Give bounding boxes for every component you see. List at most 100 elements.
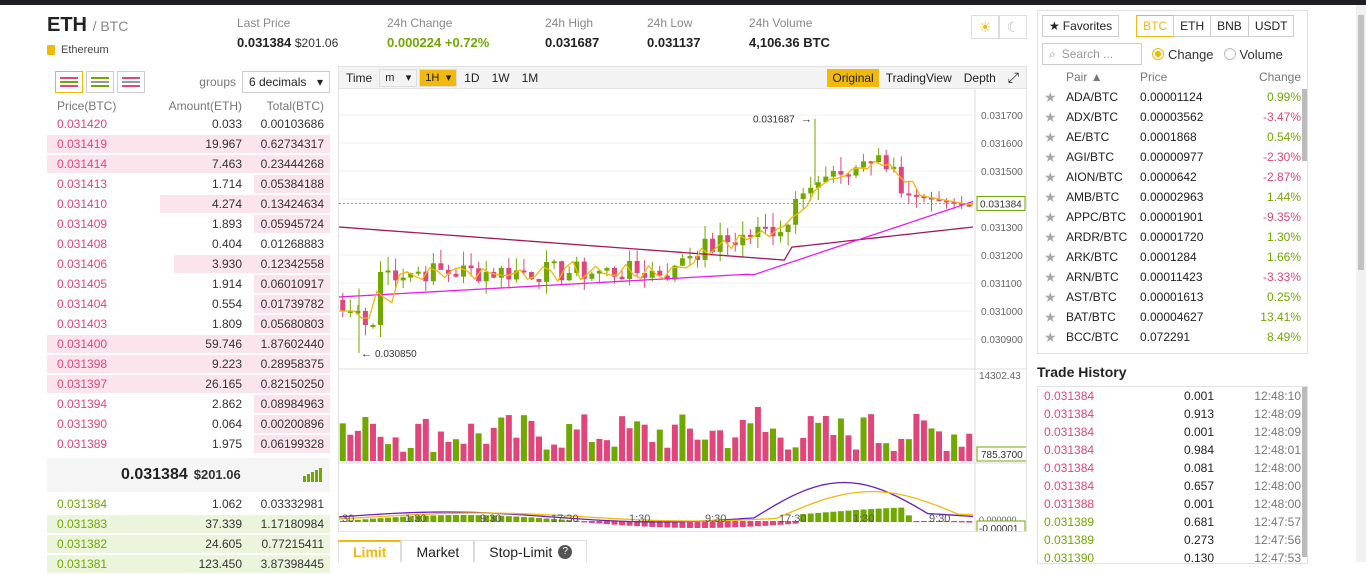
market-row[interactable]: ★ ARDR/BTC 0.00001720 1.30%: [1038, 227, 1307, 247]
star-icon[interactable]: ★: [1044, 328, 1057, 345]
ask-row[interactable]: 0.031408 0.404 0.01268883: [47, 234, 330, 254]
moon-icon[interactable]: ☾: [999, 15, 1027, 39]
search-input[interactable]: ⌕ Search ...: [1042, 43, 1142, 65]
groups-select[interactable]: 6 decimals ▾: [242, 71, 330, 93]
sun-icon[interactable]: ☀: [971, 15, 999, 39]
asks-view-icon[interactable]: [117, 71, 145, 93]
macd-bar: [807, 513, 814, 522]
ask-row[interactable]: 0.031404 0.554 0.01739782: [47, 294, 330, 314]
market-row[interactable]: ★ ARN/BTC 0.00011423 -3.33%: [1038, 267, 1307, 287]
market-row[interactable]: ★ AMB/BTC 0.00002963 1.44%: [1038, 187, 1307, 207]
candle-body: [830, 171, 836, 177]
market-row[interactable]: ★ BCC/BTC 0.072291 8.49%: [1038, 327, 1307, 347]
col-price-header[interactable]: Price: [1140, 70, 1168, 84]
ma25-line: [338, 200, 974, 298]
interval-1h-button[interactable]: 1H ▾: [419, 68, 458, 87]
bookmark-icon[interactable]: [47, 45, 55, 55]
page-scrollbar-thumb[interactable]: [1358, 15, 1364, 270]
tab-limit[interactable]: Limit: [338, 540, 402, 562]
macd-bar: [400, 516, 407, 522]
star-icon[interactable]: ★: [1044, 268, 1057, 285]
ask-row[interactable]: 0.031405 1.914 0.06010917: [47, 274, 330, 294]
volume-bar: [475, 433, 482, 461]
volume-bar: [943, 450, 950, 461]
currency-tab-usdt[interactable]: USDT: [1247, 15, 1295, 37]
candlestick-chart[interactable]: 0.0317000.0316000.0315000.0314000.031300…: [338, 89, 1028, 536]
ask-row[interactable]: 0.031413 1.714 0.05384188: [47, 174, 330, 194]
market-row[interactable]: ★ AST/BTC 0.00001613 0.25%: [1038, 287, 1307, 307]
currency-tab-bnb[interactable]: BNB: [1210, 15, 1249, 37]
bids-view-icon[interactable]: [86, 71, 114, 93]
star-icon[interactable]: ★: [1044, 148, 1057, 165]
markets-scrollbar[interactable]: [1302, 89, 1307, 161]
original-view-button[interactable]: Original: [827, 68, 879, 87]
ask-row[interactable]: 0.031410 4.274 0.13424634: [47, 194, 330, 214]
star-icon[interactable]: ★: [1044, 108, 1057, 125]
interval-1d-button[interactable]: 1D: [464, 70, 480, 85]
order-amount: 0.554: [211, 297, 242, 311]
star-icon[interactable]: ★: [1044, 188, 1057, 205]
volume-radio[interactable]: Volume: [1223, 47, 1283, 62]
bid-row[interactable]: 0.031384 1.062 0.03332981: [47, 494, 330, 514]
star-icon[interactable]: ★: [1044, 228, 1057, 245]
depth-button[interactable]: Depth: [963, 70, 996, 85]
bid-row[interactable]: 0.031382 24.605 0.77215411: [47, 534, 330, 554]
ask-row[interactable]: 0.031420 0.033 0.00103686: [47, 114, 330, 134]
ask-row[interactable]: 0.031390 0.064 0.00200896: [47, 414, 330, 434]
ask-row[interactable]: 0.031403 1.809 0.05680803: [47, 314, 330, 334]
page-scrollbar[interactable]: [1356, 5, 1366, 562]
ask-row[interactable]: 0.031414 7.463 0.23444268: [47, 154, 330, 174]
market-row[interactable]: ★ AE/BTC 0.0001868 0.54%: [1038, 127, 1307, 147]
ask-row[interactable]: 0.031389 1.975 0.06199328: [47, 434, 330, 454]
col-pair-header[interactable]: Pair ▲: [1066, 70, 1140, 84]
ask-row[interactable]: 0.031397 26.165 0.82150250: [47, 374, 330, 394]
market-row[interactable]: ★ ADA/BTC 0.00001124 0.99%: [1038, 87, 1307, 107]
change-radio[interactable]: Change: [1152, 47, 1214, 62]
macd-bar: [619, 521, 626, 526]
currency-tab-eth[interactable]: ETH: [1173, 15, 1212, 37]
order-price: 0.031381: [57, 557, 108, 571]
ask-row[interactable]: 0.031409 1.893 0.05945724: [47, 214, 330, 234]
star-icon[interactable]: ★: [1044, 308, 1057, 325]
candle-body: [740, 234, 746, 246]
bid-row[interactable]: 0.031383 37.339 1.17180984: [47, 514, 330, 534]
candle-body: [521, 270, 527, 273]
star-icon[interactable]: ★: [1044, 288, 1057, 305]
help-icon[interactable]: ?: [558, 544, 573, 559]
currency-tab-btc[interactable]: BTC: [1136, 15, 1175, 37]
macd-bar: [883, 508, 890, 522]
both-sides-view-icon[interactable]: [55, 71, 83, 93]
star-icon[interactable]: ★: [1044, 248, 1057, 265]
star-icon[interactable]: ★: [1044, 168, 1057, 185]
ask-row[interactable]: 0.031406 3.930 0.12342558: [47, 254, 330, 274]
star-icon[interactable]: ★: [1044, 88, 1057, 105]
candle-body: [430, 263, 436, 282]
ask-row[interactable]: 0.031394 2.862 0.08984963: [47, 394, 330, 414]
tab-market[interactable]: Market: [401, 540, 475, 562]
ask-row[interactable]: 0.031400 59.746 1.87602440: [47, 334, 330, 354]
minute-interval-select[interactable]: m ▾: [379, 68, 418, 87]
bid-row[interactable]: 0.031381 123.450 3.87398445: [47, 554, 330, 574]
trade-price: 0.031389: [1044, 533, 1095, 547]
fullscreen-icon[interactable]: ⤢: [1007, 69, 1019, 85]
col-change-header[interactable]: Change: [1258, 70, 1301, 84]
market-row[interactable]: ★ BAT/BTC 0.00004627 13.41%: [1038, 307, 1307, 327]
star-icon[interactable]: ★: [1044, 128, 1057, 145]
market-row[interactable]: ★ APPC/BTC 0.00001901 -9.35%: [1038, 207, 1307, 227]
coin-name[interactable]: Ethereum: [47, 44, 109, 56]
trade-history-scrollbar[interactable]: [1302, 387, 1307, 557]
favorites-button[interactable]: ★ Favorites: [1042, 15, 1120, 37]
macd-top-label: 0.000000: [979, 515, 1017, 525]
market-row[interactable]: ★ AION/BTC 0.0000642 -2.87%: [1038, 167, 1307, 187]
market-row[interactable]: ★ AGI/BTC 0.00000977 -2.30%: [1038, 147, 1307, 167]
interval-1m-button[interactable]: 1M: [521, 70, 539, 85]
tab-stop-limit[interactable]: Stop-Limit?: [474, 540, 588, 562]
star-icon[interactable]: ★: [1044, 208, 1057, 225]
interval-1w-button[interactable]: 1W: [491, 70, 510, 85]
tradingview-button[interactable]: TradingView: [885, 70, 952, 85]
market-row[interactable]: ★ ARK/BTC 0.0001284 1.66%: [1038, 247, 1307, 267]
market-row[interactable]: ★ ADX/BTC 0.00003562 -3.47%: [1038, 107, 1307, 127]
ask-row[interactable]: 0.031398 9.223 0.28958375: [47, 354, 330, 374]
macd-bar: [634, 521, 641, 527]
ask-row[interactable]: 0.031419 19.967 0.62734317: [47, 134, 330, 154]
